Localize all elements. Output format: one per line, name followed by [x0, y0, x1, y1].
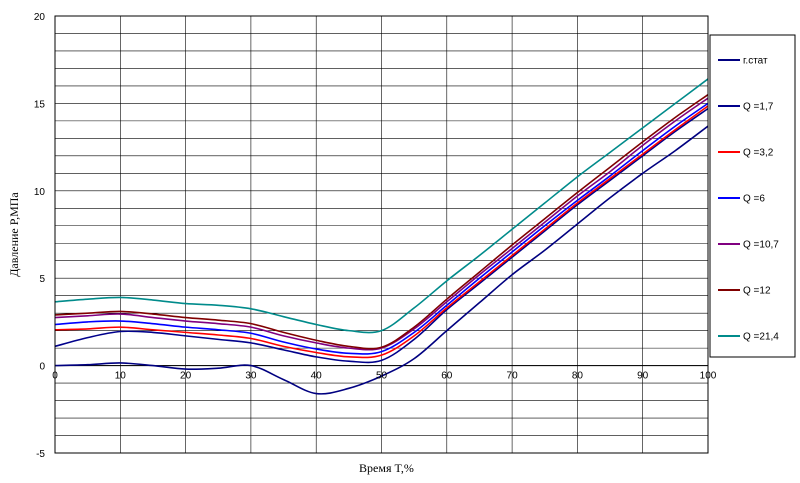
x-tick-label: 0: [52, 371, 58, 382]
y-tick-label: 0: [39, 362, 45, 373]
series-line-2: [54, 107, 709, 364]
y-axis-ticks: -5 0 5 10 15 20: [34, 12, 46, 460]
x-tick-label: 90: [637, 371, 649, 382]
legend-label: Q =6: [743, 194, 765, 205]
x-axis-label: Время T,%: [359, 461, 414, 475]
legend-box: [709, 34, 796, 358]
series-line-1: [54, 125, 709, 395]
x-tick-label: 100: [700, 371, 717, 382]
x-tick-label: 30: [245, 371, 257, 382]
legend-label: Q =12: [743, 286, 771, 297]
legend-label: Q =1,7: [743, 102, 774, 113]
y-tick-label: 15: [34, 99, 46, 110]
series-line-4: [54, 102, 709, 355]
legend-label: Q =10,7: [743, 240, 779, 251]
series-line-5: [54, 97, 709, 351]
x-axis-ticks: 0 10 20 30 40 50 60 70 80 90 100: [52, 371, 717, 382]
x-tick-label: 80: [572, 371, 584, 382]
x-tick-label: 50: [376, 371, 388, 382]
x-tick-label: 10: [115, 371, 127, 382]
x-tick-label: 70: [507, 371, 519, 382]
series-line-6: [54, 94, 709, 350]
series-line-7: [54, 78, 709, 334]
y-axis-label: Давление P,МПа: [7, 192, 21, 277]
legend: г.стат Q =1,7 Q =3,2 Q =6 Q =10,7 Q =12 Q =21,…: [709, 34, 796, 358]
x-tick-label: 20: [180, 371, 192, 382]
series-line-3: [54, 105, 709, 359]
series-lines: [54, 78, 709, 395]
plot-frame: [54, 15, 709, 454]
grid: [54, 15, 709, 454]
y-tick-label: -5: [36, 449, 45, 460]
legend-label: Q =3,2: [743, 148, 774, 159]
legend-label: Q =21,4: [743, 332, 779, 343]
legend-label: г.стат: [743, 56, 768, 67]
y-tick-label: 10: [34, 187, 46, 198]
y-tick-label: 5: [39, 274, 45, 285]
y-tick-label: 20: [34, 12, 46, 23]
x-tick-label: 60: [441, 371, 453, 382]
x-tick-label: 40: [311, 371, 323, 382]
